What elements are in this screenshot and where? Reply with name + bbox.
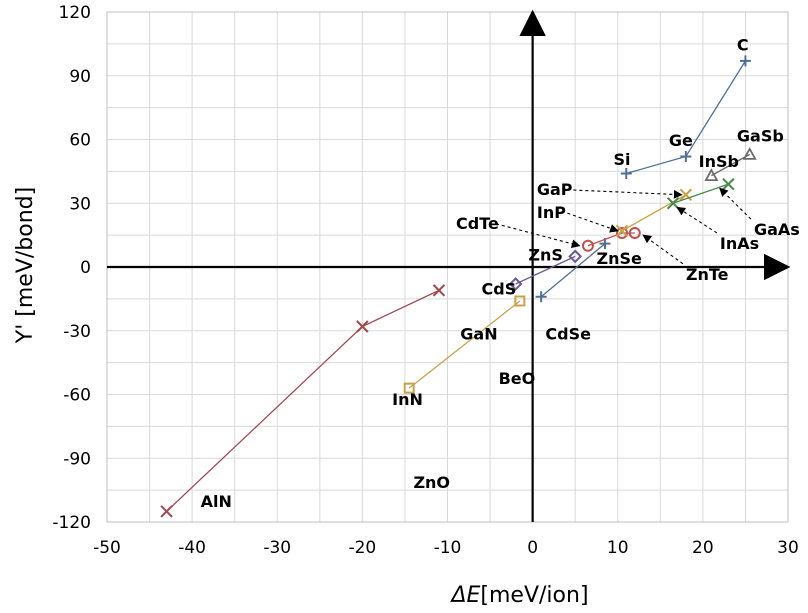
x-marker	[160, 505, 173, 518]
tick-labels: -50 -40 -30 -20 -10 0 10 20 30 -120 -90 -60 -30 0 30 60…	[52, 3, 798, 558]
point-label: ZnTe	[686, 265, 729, 284]
point-label: Si	[613, 150, 630, 169]
y-tick-label: -30	[63, 322, 91, 342]
diamond-marker	[508, 277, 523, 291]
point-label: ZnS	[528, 246, 563, 265]
y-tick-label: 120	[59, 3, 91, 23]
annotation-arrow	[642, 234, 684, 265]
circle-marker	[581, 239, 594, 252]
y-tick-label: 30	[69, 194, 91, 214]
y-tick-label: 60	[69, 131, 91, 151]
marker-stroke	[615, 224, 629, 238]
x-tick-label: 10	[607, 538, 629, 558]
x-tick-label: -20	[348, 538, 376, 558]
x-axis-title: ΔE[meV/ion]	[449, 583, 588, 608]
point-label: ZnO	[413, 473, 450, 492]
series	[160, 55, 757, 518]
x-tick-label: 30	[777, 538, 799, 558]
marker-stroke	[160, 505, 173, 518]
marker-stroke	[432, 284, 446, 297]
point-label: GaSb	[737, 127, 784, 146]
annotation-arrow	[567, 212, 619, 233]
triangle-marker	[704, 168, 719, 182]
x-tick-label: 0	[527, 538, 538, 558]
plus-marker	[739, 55, 751, 67]
x-axis-unit: [meV/ion]	[480, 583, 588, 608]
plus-marker	[680, 151, 692, 162]
data-series	[160, 284, 446, 518]
plus-marker	[535, 291, 547, 303]
y-tick-label: 90	[69, 67, 91, 87]
annotation-arrow	[719, 187, 752, 220]
data-series	[508, 249, 583, 291]
point-label: InN	[392, 390, 423, 409]
point-label: ZnSe	[596, 249, 642, 268]
y-axis-title: Υ' [meV/bond]	[13, 187, 38, 344]
triangle-marker	[742, 147, 757, 160]
data-series	[615, 188, 693, 238]
point-label: BeO	[499, 369, 536, 388]
data-series	[666, 177, 735, 210]
x-tick-label: -40	[178, 538, 206, 558]
y-tick-label: -120	[52, 513, 91, 533]
x-marker	[722, 177, 735, 191]
annotations: C Ge Si GaSb InSb GaP InP CdTe ZnS ZnSe CdS CdSe GaN…	[201, 35, 800, 511]
y-tick-label: 0	[80, 258, 91, 278]
x-axis-symbol: ΔE	[449, 583, 480, 608]
point-label: InP	[537, 203, 566, 222]
x-tick-label: -50	[93, 538, 121, 558]
series-line	[672, 183, 729, 204]
x-tick-label: 20	[692, 538, 714, 558]
diamond-marker	[568, 249, 583, 264]
annotation-arrow	[495, 223, 581, 249]
data-series	[535, 238, 611, 303]
marker-stroke	[666, 197, 680, 210]
circle-marker	[616, 227, 629, 239]
square-marker	[403, 382, 415, 394]
data-series	[704, 147, 757, 182]
square-marker	[514, 295, 526, 307]
point-label: Ge	[669, 131, 693, 150]
point-label: CdTe	[456, 214, 499, 233]
data-series	[403, 295, 526, 394]
circle-marker	[628, 227, 641, 239]
series-line	[540, 243, 606, 298]
annotation-arrow	[567, 189, 683, 199]
point-label: CdSe	[545, 324, 591, 343]
x-tick-label: -10	[434, 538, 462, 558]
marker-stroke	[356, 320, 369, 333]
x-marker	[432, 284, 446, 297]
x-tick-label: -30	[263, 538, 291, 558]
x-marker	[356, 320, 369, 333]
point-label: C	[737, 35, 749, 54]
series-line	[515, 255, 576, 285]
point-label: GaAs	[754, 220, 800, 239]
point-label: GaP	[537, 180, 573, 199]
annotation-arrow	[676, 206, 718, 234]
plus-marker	[620, 168, 632, 179]
series-line	[408, 300, 521, 389]
data-series	[620, 55, 751, 179]
data-series	[581, 227, 641, 252]
series-line	[711, 153, 751, 177]
point-label: AlN	[201, 492, 232, 511]
point-label: InSb	[699, 152, 739, 171]
point-label: CdS	[482, 280, 517, 299]
axes	[107, 9, 791, 522]
y-tick-label: -60	[63, 386, 91, 406]
point-label: GaN	[460, 324, 497, 343]
point-label: InAs	[720, 234, 759, 253]
y-tick-label: -90	[63, 449, 91, 469]
